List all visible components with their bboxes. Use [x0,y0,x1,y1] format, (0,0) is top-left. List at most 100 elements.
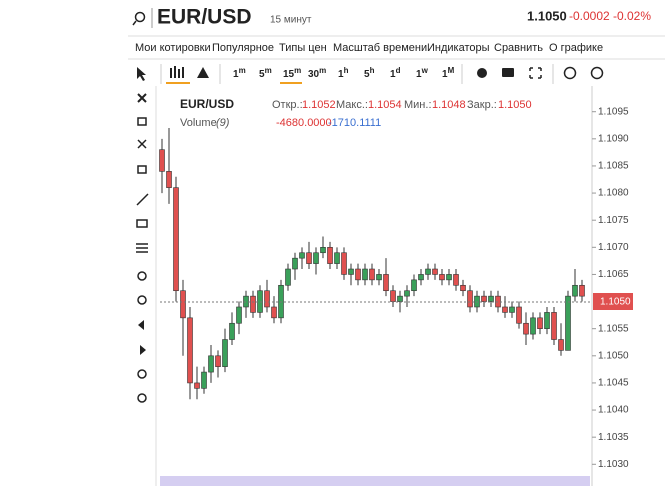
candle-body [250,295,256,313]
candle-body [565,295,571,351]
candle-body [481,295,487,302]
menu-item[interactable]: Популярное [212,42,274,54]
toolbar [137,64,604,84]
candle-body [530,317,536,335]
timeframe-number: 1 [442,69,448,80]
timeframe[interactable]: 1M [442,66,455,80]
volume-param: (9) [216,117,230,129]
candle-body [537,317,543,329]
timeframe-unit: d [396,66,401,75]
open-label: Откр.: [272,99,303,111]
tool-icon[interactable] [137,295,147,305]
timeframe-unit: m [319,66,326,75]
interval: 15 минут [270,15,312,26]
candle-body [558,339,564,351]
y-tick-label: 1.1075 [598,215,629,226]
candle-body [488,295,494,302]
tool-icon[interactable] [136,243,148,253]
candle-body [439,274,445,281]
close-value: 1.1050 [498,99,532,111]
timeframe[interactable]: 15m [283,66,301,80]
menu-item[interactable]: Масштаб времени [333,42,427,54]
timeframe-unit: m [265,66,272,75]
candle-body [285,268,291,286]
candle-body [446,274,452,281]
change-pct: -0.02% [613,9,651,23]
candle-body [460,284,466,292]
fullscreen-icon[interactable] [529,67,542,79]
last-price-label: 1.1050 [600,297,631,308]
candle-body [509,306,515,313]
timeframe-number: 1 [338,69,344,80]
candle-body [425,268,431,275]
tool-icon[interactable] [138,320,144,330]
timeframe-unit: M [448,66,455,75]
menu-item[interactable]: Мои котировки [135,42,211,54]
candle-body [327,247,333,264]
menu-item[interactable]: Индикаторы [427,42,490,54]
candle-body [572,284,578,297]
candle-body [236,306,242,324]
tool-icon[interactable] [140,345,146,355]
candle-body [341,252,347,275]
y-tick-label: 1.1095 [598,106,629,117]
low-label: Мин.: [404,99,432,111]
timeframe[interactable]: 30m [308,66,326,80]
candle-body [222,339,228,367]
candle-body [180,290,186,319]
menu-item[interactable]: Сравнить [494,42,543,54]
y-tick-label: 1.1045 [598,378,629,389]
open-value: 1.1052 [302,99,336,111]
search-icon[interactable] [134,11,146,23]
timeframe-number: 1 [390,69,396,80]
candle-body [229,322,235,340]
candle-body [355,268,361,281]
symbol: EUR/USD [157,6,252,29]
settings-icon[interactable] [477,68,487,78]
timeframe-number: 1 [233,69,239,80]
menu-item[interactable]: О графике [549,42,603,54]
candle-body [376,274,382,281]
candle-body [579,284,585,297]
candle-body [215,355,221,367]
tool-icon[interactable] [137,139,147,149]
candle-body [362,268,368,281]
volume-value: -1710.1111 [328,117,381,129]
timeframe-number: 1 [416,69,422,80]
menu-item[interactable]: Типы цен [279,42,327,54]
y-tick-label: 1.1070 [598,242,629,253]
tool-icon[interactable] [137,271,147,281]
tool-icon[interactable] [137,93,147,103]
y-tick-label: 1.1055 [598,323,629,334]
candle-body [194,382,200,389]
timeframe[interactable]: 1m [233,66,246,80]
camera-icon[interactable] [502,68,514,77]
tool-icon[interactable] [136,193,149,206]
candle-body [418,274,424,281]
tool-icon[interactable] [137,117,147,126]
price: 1.1050 [527,8,567,23]
y-tick-label: 1.1085 [598,161,629,172]
tool-icon[interactable] [136,219,148,228]
search-icon-handle [132,20,137,26]
upload-icon[interactable] [590,66,604,80]
candle-body [467,290,473,308]
candles-icon[interactable] [170,66,184,78]
timeframe[interactable]: 1h [338,66,349,80]
tool-icon[interactable] [137,369,147,379]
download-icon[interactable] [563,66,577,80]
timeframe[interactable]: 1d [390,66,401,80]
timeframe-number: 15 [283,69,295,80]
tool-icon[interactable] [137,165,147,174]
candle-body [306,252,312,264]
timeframe-number: 30 [308,69,320,80]
area-icon[interactable] [197,67,209,78]
candle-body [166,171,172,188]
tool-icon[interactable] [137,393,147,403]
y-tick-label: 1.1035 [598,432,629,443]
timeframe[interactable]: 5m [259,66,272,80]
timeframe[interactable]: 5h [364,66,375,80]
timeframe[interactable]: 1w [416,66,429,80]
cursor-icon[interactable] [137,67,146,81]
